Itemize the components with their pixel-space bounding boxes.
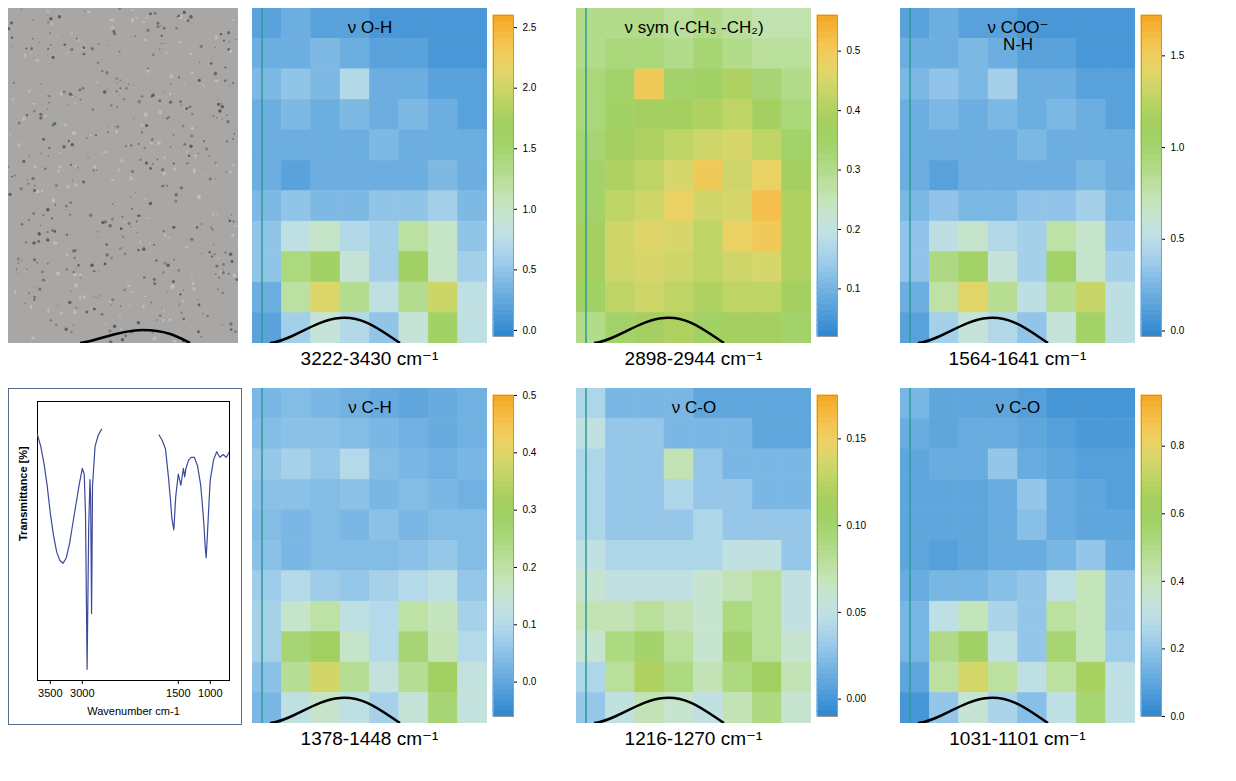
svg-text:0.6: 0.6 — [1171, 508, 1185, 519]
svg-text:0.3: 0.3 — [847, 164, 861, 175]
html-text:1564-1641 cm⁻¹: 1564-1641 cm⁻¹ — [948, 348, 1087, 369]
svg-text:0.5: 0.5 — [523, 264, 537, 275]
svg-text:0.0: 0.0 — [1171, 325, 1185, 336]
svg-text:ν C-O: ν C-O — [996, 398, 1040, 417]
svg-text:0.5: 0.5 — [847, 45, 861, 56]
svg-text:1500: 1500 — [166, 687, 190, 699]
svg-text:1.0: 1.0 — [523, 204, 537, 215]
svg-text:ν O-H: ν O-H — [348, 18, 392, 37]
svg-text:0.2: 0.2 — [523, 562, 537, 573]
svg-text:0.2: 0.2 — [847, 224, 861, 235]
svg-text:0.0: 0.0 — [523, 676, 537, 687]
svg-text:0.10: 0.10 — [847, 520, 867, 531]
svg-text:3500: 3500 — [38, 687, 62, 699]
svg-text:0.5: 0.5 — [1171, 233, 1185, 244]
svg-text:Wavenumber cm-1: Wavenumber cm-1 — [87, 705, 180, 717]
svg-text:1.5: 1.5 — [1171, 50, 1185, 61]
svg-text:0.15: 0.15 — [847, 433, 867, 444]
svg-text:0.1: 0.1 — [523, 619, 537, 630]
svg-text:ν sym (-CH₃ -CH₂): ν sym (-CH₃ -CH₂) — [624, 18, 763, 37]
svg-text:0.3: 0.3 — [523, 504, 537, 515]
svg-text:0.4: 0.4 — [847, 105, 861, 116]
svg-text:0.8: 0.8 — [1171, 440, 1185, 451]
svg-text:2.0: 2.0 — [523, 82, 537, 93]
svg-text:ν C-H: ν C-H — [348, 398, 391, 417]
html-text:1378-1448 cm⁻¹: 1378-1448 cm⁻¹ — [300, 728, 439, 749]
svg-text:ν C-O: ν C-O — [672, 398, 716, 417]
svg-text:1.0: 1.0 — [1171, 142, 1185, 153]
svg-text:0.00: 0.00 — [847, 693, 867, 704]
svg-text:0.4: 0.4 — [1171, 576, 1185, 587]
html-text:1216-1270 cm⁻¹: 1216-1270 cm⁻¹ — [624, 728, 763, 749]
svg-text:2.5: 2.5 — [523, 22, 537, 33]
svg-text:1000: 1000 — [198, 687, 222, 699]
svg-text:Transmittance [%]: Transmittance [%] — [17, 446, 29, 541]
svg-text:ν COO⁻N-H: ν COO⁻N-H — [988, 18, 1049, 54]
html-text:1031-1101 cm⁻¹: 1031-1101 cm⁻¹ — [949, 728, 1086, 749]
svg-text:0.05: 0.05 — [847, 607, 867, 618]
svg-text:0.1: 0.1 — [847, 283, 861, 294]
svg-text:3000: 3000 — [70, 687, 94, 699]
svg-text:0.4: 0.4 — [523, 447, 537, 458]
html-text:3222-3430 cm⁻¹: 3222-3430 cm⁻¹ — [300, 348, 439, 369]
svg-text:0.5: 0.5 — [523, 390, 537, 401]
svg-text:0.2: 0.2 — [1171, 643, 1185, 654]
html-text:2898-2944 cm⁻¹: 2898-2944 cm⁻¹ — [624, 348, 763, 369]
svg-text:0.0: 0.0 — [523, 325, 537, 336]
svg-text:1.5: 1.5 — [523, 143, 537, 154]
svg-text:0.0: 0.0 — [1171, 711, 1185, 722]
